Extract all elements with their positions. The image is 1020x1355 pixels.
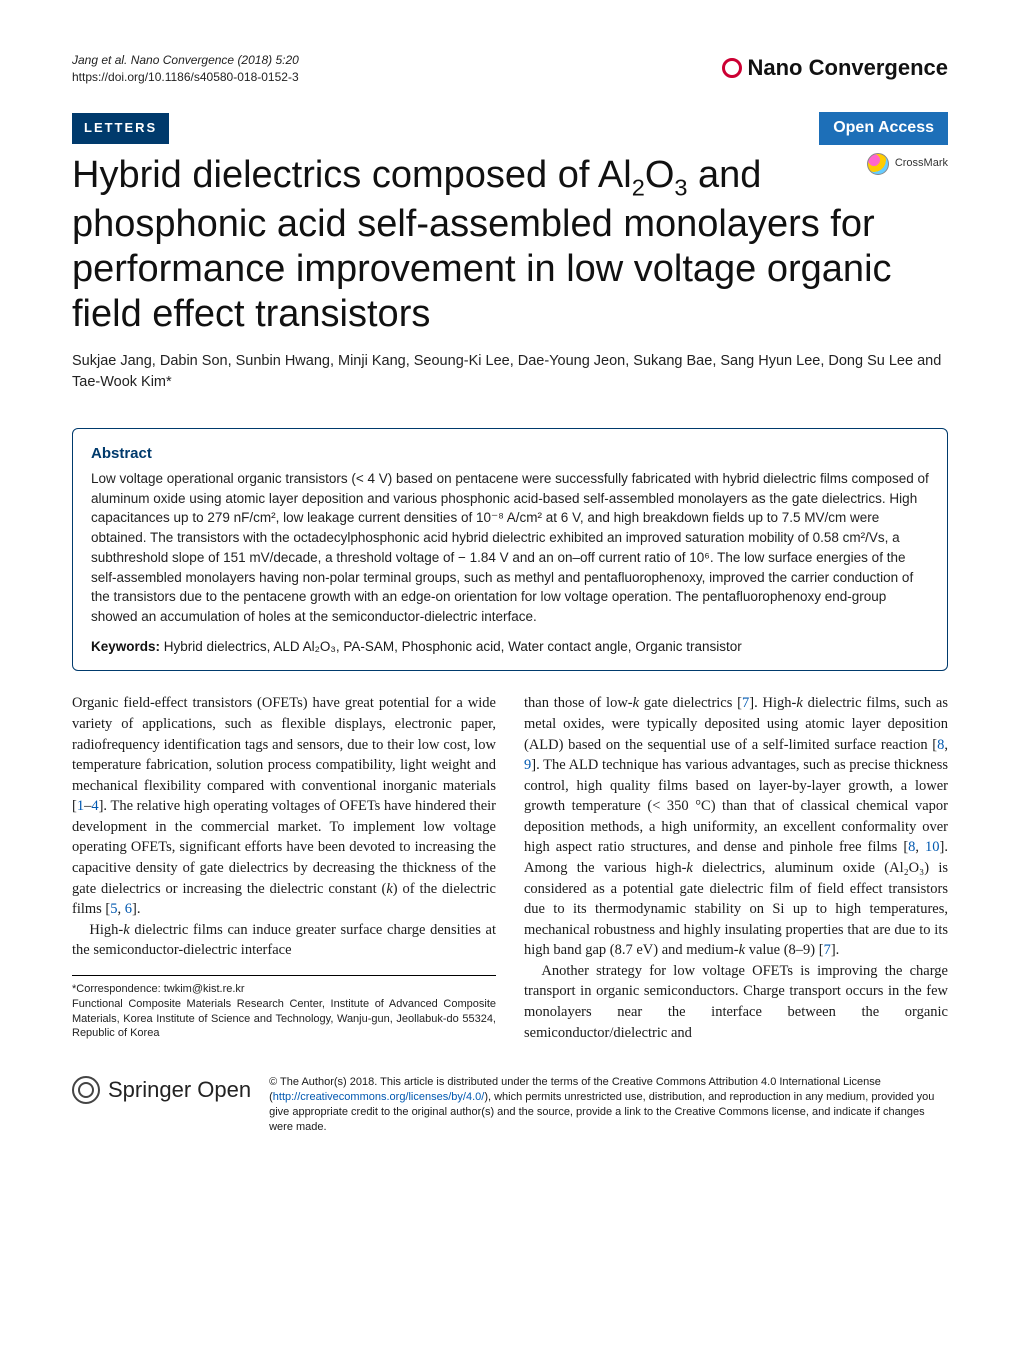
formula-sub1: 2 [632, 174, 645, 200]
keywords-line: Keywords: Hybrid dielectrics, ALD Al₂O₃,… [91, 637, 929, 657]
body-p2-right: than those of low-k gate dielectrics [7]… [524, 693, 948, 961]
ref-5[interactable]: 5 [110, 901, 117, 917]
springer-icon [72, 1076, 100, 1104]
p2-comma2: , [915, 839, 925, 855]
p1-comma: , [118, 901, 125, 917]
ref-1[interactable]: 1 [77, 798, 84, 814]
title-part-a: Hybrid dielectrics composed of [72, 154, 598, 196]
journal-logo: Nano Convergence [722, 52, 949, 83]
p2-text-k: ]. [831, 942, 839, 958]
p2-text-b: dielectric films can induce greater surf… [72, 922, 496, 959]
publisher-name: Springer Open [108, 1075, 251, 1105]
body-p3: Another strategy for low voltage OFETs i… [524, 961, 948, 1043]
abstract-heading: Abstract [91, 443, 929, 465]
body-p1: Organic field-effect transistors (OFETs)… [72, 693, 496, 919]
citation-line: Jang et al. Nano Convergence (2018) 5:20 [72, 53, 299, 67]
p2-text-j: value (8–9) [ [745, 942, 824, 958]
p2-text-g: ]. The ALD technique has various advanta… [524, 757, 948, 855]
formula-sub2: 3 [674, 174, 687, 200]
body-p2-left: High-k dielectric films can induce great… [72, 920, 496, 961]
section-badge: LETTERS [72, 113, 169, 143]
journal-name: Nano Convergence [748, 52, 949, 83]
author-list: Sukjae Jang, Dabin Son, Sunbin Hwang, Mi… [72, 351, 948, 395]
ref-10[interactable]: 10 [925, 839, 940, 855]
crossmark-icon [867, 153, 889, 175]
correspondence-email[interactable]: twkim@kist.re.kr [164, 983, 245, 995]
license-link[interactable]: http://creativecommons.org/licenses/by/4… [273, 1091, 485, 1103]
abstract-body: Low voltage operational organic transist… [91, 469, 929, 627]
crossmark-badge[interactable]: CrossMark [867, 153, 948, 175]
keywords-label: Keywords: [91, 639, 160, 654]
keywords-text: Hybrid dielectrics, ALD Al₂O₃, PA-SAM, P… [164, 639, 742, 654]
formula-o: O [645, 154, 675, 196]
formula-al: Al [598, 154, 632, 196]
ref-4[interactable]: 4 [91, 798, 98, 814]
ref-7b[interactable]: 7 [824, 942, 831, 958]
ref-6[interactable]: 6 [125, 901, 132, 917]
correspondence-label: *Correspondence: [72, 983, 164, 995]
journal-logo-icon [722, 58, 742, 78]
article-title: Hybrid dielectrics composed of Al2O3 and… [72, 153, 948, 337]
p2-text-e: ]. High- [749, 695, 796, 711]
abstract-box: Abstract Low voltage operational organic… [72, 428, 948, 671]
running-head: Jang et al. Nano Convergence (2018) 5:20… [72, 52, 948, 86]
crossmark-label: CrossMark [895, 156, 948, 172]
citation-block: Jang et al. Nano Convergence (2018) 5:20… [72, 52, 299, 86]
p2-text-c: than those of low- [524, 695, 633, 711]
p2-text-d: gate dielectrics [ [639, 695, 742, 711]
p2-text-a: High- [89, 922, 123, 938]
badge-row: LETTERS Open Access [72, 112, 948, 145]
doi-line: https://doi.org/10.1186/s40580-018-0152-… [72, 69, 299, 86]
body-columns: Organic field-effect transistors (OFETs)… [72, 693, 948, 1043]
open-access-badge: Open Access [819, 112, 948, 145]
p1-text-a: Organic field-effect transistors (OFETs)… [72, 695, 496, 814]
correspondence-block: *Correspondence: twkim@kist.re.kr Functi… [72, 975, 496, 1041]
p1-text-d: ]. [132, 901, 140, 917]
correspondence-affiliation: Functional Composite Materials Research … [72, 998, 496, 1040]
page-footer: Springer Open © The Author(s) 2018. This… [72, 1075, 948, 1134]
license-text: © The Author(s) 2018. This article is di… [269, 1075, 948, 1134]
p2-comma1: , [944, 737, 948, 753]
publisher-logo: Springer Open [72, 1075, 251, 1105]
